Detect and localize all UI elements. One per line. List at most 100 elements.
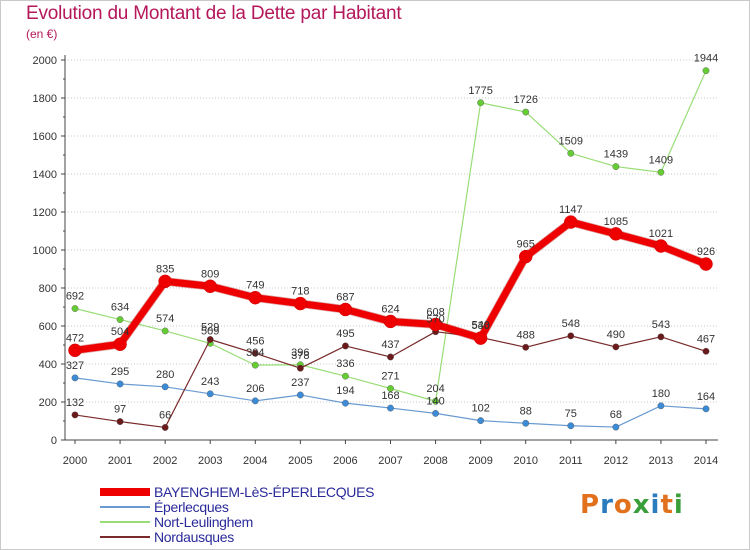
x-tick-label: 2010 bbox=[513, 455, 537, 467]
data-label: 280 bbox=[156, 369, 174, 381]
logo-letter: o bbox=[613, 490, 633, 520]
data-label: 809 bbox=[201, 268, 219, 280]
data-point bbox=[71, 411, 79, 419]
y-tick-label: 1600 bbox=[33, 131, 57, 143]
data-label: 132 bbox=[66, 397, 84, 409]
data-label: 1944 bbox=[694, 53, 718, 65]
data-label: 75 bbox=[565, 408, 577, 420]
data-label: 504 bbox=[111, 326, 129, 338]
data-label: 624 bbox=[381, 303, 399, 315]
data-label: 295 bbox=[111, 366, 129, 378]
x-tick-label: 2014 bbox=[694, 455, 718, 467]
data-point bbox=[338, 302, 353, 317]
data-label: 749 bbox=[246, 280, 264, 292]
x-tick-label: 2000 bbox=[63, 455, 87, 467]
data-label: 543 bbox=[652, 319, 670, 331]
data-point bbox=[657, 168, 665, 176]
legend-label: BAYENGHEM-LèS-ÉPERLECQUES bbox=[154, 484, 375, 500]
chart-title: Evolution du Montant de la Dette par Hab… bbox=[26, 3, 402, 24]
data-point bbox=[203, 279, 217, 294]
x-tick-label: 2007 bbox=[378, 455, 402, 467]
data-point bbox=[161, 327, 169, 335]
data-point bbox=[432, 409, 439, 417]
x-tick-label: 2001 bbox=[108, 455, 132, 467]
x-tick-label: 2008 bbox=[423, 455, 447, 467]
data-label: 456 bbox=[246, 335, 264, 347]
data-point bbox=[428, 317, 443, 332]
data-label: 180 bbox=[652, 388, 670, 400]
data-label: 718 bbox=[291, 286, 309, 298]
y-tick-label: 800 bbox=[39, 283, 57, 295]
logo-letter: i bbox=[673, 490, 684, 520]
data-point bbox=[564, 215, 578, 229]
x-tick-label: 2005 bbox=[288, 455, 312, 467]
data-point bbox=[702, 405, 710, 413]
data-label: 204 bbox=[426, 383, 444, 395]
data-point bbox=[68, 343, 82, 358]
data-point bbox=[473, 331, 488, 345]
data-point bbox=[432, 397, 439, 405]
data-point bbox=[567, 332, 575, 340]
data-label: 692 bbox=[66, 291, 84, 303]
data-label: 1085 bbox=[604, 216, 628, 228]
data-label: 66 bbox=[159, 409, 171, 421]
data-label: 1509 bbox=[559, 135, 583, 147]
logo-letter: i bbox=[650, 490, 661, 520]
data-label: 336 bbox=[336, 358, 354, 370]
data-point bbox=[206, 390, 214, 398]
data-label: 1439 bbox=[604, 149, 628, 161]
legend-label: Nort-Leulinghem bbox=[154, 514, 253, 530]
data-label: 488 bbox=[517, 329, 535, 341]
data-point bbox=[477, 417, 485, 425]
data-label: 634 bbox=[111, 302, 129, 314]
data-label: 243 bbox=[201, 376, 219, 388]
data-label: 271 bbox=[381, 371, 399, 383]
data-point bbox=[522, 343, 530, 351]
data-point bbox=[251, 349, 259, 357]
data-label: 1147 bbox=[559, 204, 583, 216]
data-point bbox=[116, 380, 124, 388]
y-tick-label: 1200 bbox=[33, 207, 57, 219]
data-label: 437 bbox=[381, 339, 399, 351]
data-label: 509 bbox=[201, 325, 219, 337]
data-label: 206 bbox=[246, 383, 264, 395]
data-label: 608 bbox=[426, 306, 444, 318]
data-label: 1021 bbox=[649, 228, 673, 240]
data-point bbox=[342, 372, 349, 380]
chart-subtitle: (en €) bbox=[26, 27, 58, 41]
logo-letter: P bbox=[580, 490, 601, 520]
data-point bbox=[296, 364, 304, 372]
data-label: 194 bbox=[336, 385, 354, 397]
data-label: 394 bbox=[246, 347, 264, 359]
data-point bbox=[518, 249, 533, 264]
data-point bbox=[158, 274, 172, 289]
data-point bbox=[71, 305, 79, 312]
data-point bbox=[702, 67, 710, 75]
data-point bbox=[383, 314, 398, 329]
data-label: 327 bbox=[66, 360, 84, 372]
logo-letter: t bbox=[660, 490, 674, 520]
data-label: 926 bbox=[697, 246, 715, 258]
data-point bbox=[612, 423, 620, 431]
data-point bbox=[657, 402, 665, 410]
data-label: 396 bbox=[291, 347, 309, 359]
data-point bbox=[609, 227, 623, 241]
data-label: 835 bbox=[156, 263, 174, 275]
legend-swatch bbox=[100, 536, 150, 538]
data-point bbox=[116, 316, 124, 323]
data-point bbox=[116, 418, 124, 425]
data-label: 378 bbox=[291, 350, 309, 362]
y-tick-label: 1800 bbox=[33, 93, 57, 105]
logo-letter: r bbox=[600, 490, 614, 520]
y-tick-label: 2000 bbox=[33, 55, 57, 67]
data-point bbox=[567, 149, 575, 157]
data-point bbox=[699, 257, 713, 271]
x-tick-label: 2003 bbox=[198, 455, 222, 467]
data-label: 97 bbox=[114, 404, 126, 416]
y-tick-label: 1400 bbox=[33, 169, 57, 181]
y-tick-label: 400 bbox=[39, 359, 57, 371]
data-label: 495 bbox=[336, 328, 354, 340]
logo-letter: x bbox=[632, 490, 651, 520]
data-label: 237 bbox=[291, 377, 309, 389]
